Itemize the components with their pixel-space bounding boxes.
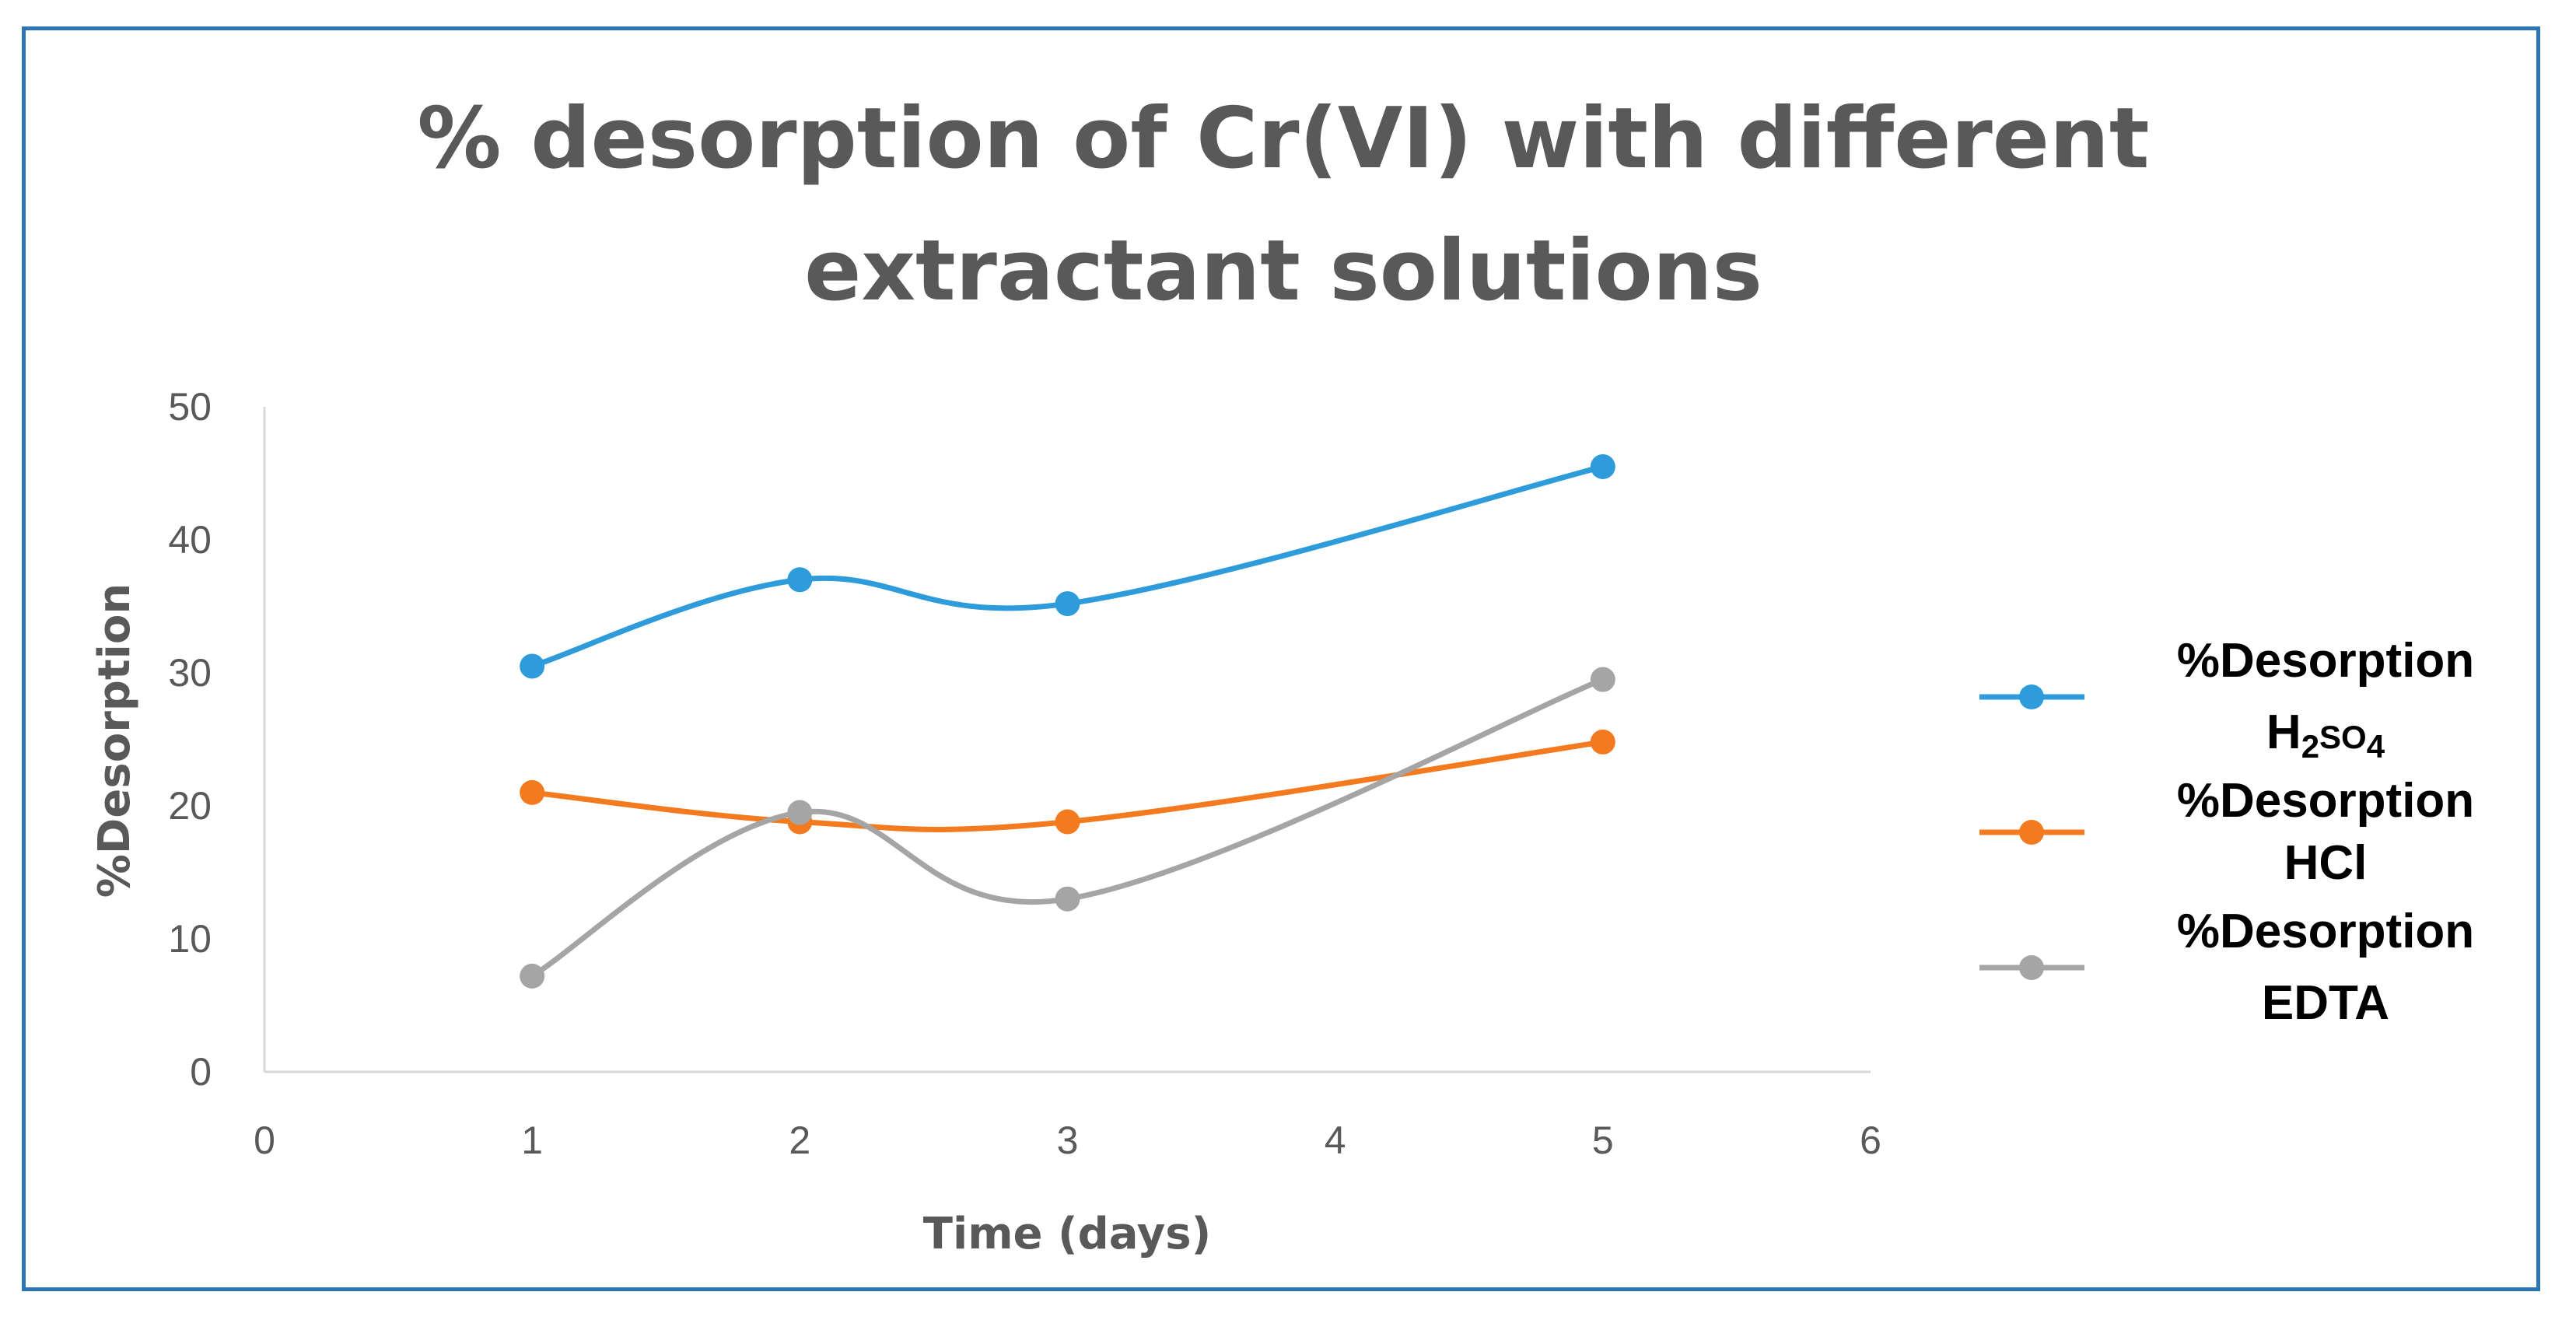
chart-title-line-1: % desorption of Cr(VI) with different: [417, 90, 2149, 187]
chart-frame: [22, 26, 2540, 1291]
data-point: [520, 653, 545, 679]
x-tick-label: 5: [1592, 1119, 1614, 1162]
series-line-0: [531, 464, 1604, 669]
legend-swatch-marker: [2019, 955, 2044, 980]
legend-swatch-marker: [2019, 685, 2044, 709]
legend-swatch-marker: [2019, 820, 2044, 845]
x-tick-label: 2: [789, 1119, 810, 1162]
y-tick-label: 20: [168, 784, 212, 828]
series-line-2: [530, 677, 1605, 979]
data-point: [520, 779, 545, 805]
legend-label: HCl: [2284, 836, 2368, 890]
x-tick-label: 6: [1860, 1119, 1881, 1162]
x-tick-label: 1: [521, 1119, 543, 1162]
data-point: [1590, 667, 1615, 692]
y-tick-label: 40: [168, 518, 212, 562]
legend-label: H2SO4: [2266, 706, 2385, 765]
x-tick-label: 0: [254, 1119, 275, 1162]
legend-label: %Desorption: [2177, 905, 2474, 958]
data-point: [1590, 453, 1615, 479]
y-tick-label: 10: [168, 917, 212, 961]
data-point: [1055, 809, 1080, 835]
data-point: [1590, 729, 1615, 755]
data-point: [787, 800, 813, 825]
data-point: [1055, 886, 1080, 912]
y-tick-label: 30: [168, 651, 212, 695]
x-axis-title: Time (days): [923, 1209, 1211, 1259]
legend-label: EDTA: [2262, 976, 2389, 1030]
data-point: [520, 963, 545, 989]
y-tick-label: 0: [190, 1050, 212, 1094]
legend-label: %Desorption: [2177, 634, 2474, 688]
x-tick-label: 4: [1325, 1119, 1346, 1162]
data-point: [787, 567, 813, 593]
data-point: [1055, 591, 1080, 617]
y-axis-title: %Desorption: [89, 583, 140, 898]
series-line-1: [531, 739, 1604, 832]
y-tick-label: 50: [168, 385, 212, 429]
legend-label: %Desorption: [2177, 774, 2474, 828]
x-tick-label: 3: [1057, 1119, 1079, 1162]
chart-title-line-2: extractant solutions: [804, 222, 1762, 320]
